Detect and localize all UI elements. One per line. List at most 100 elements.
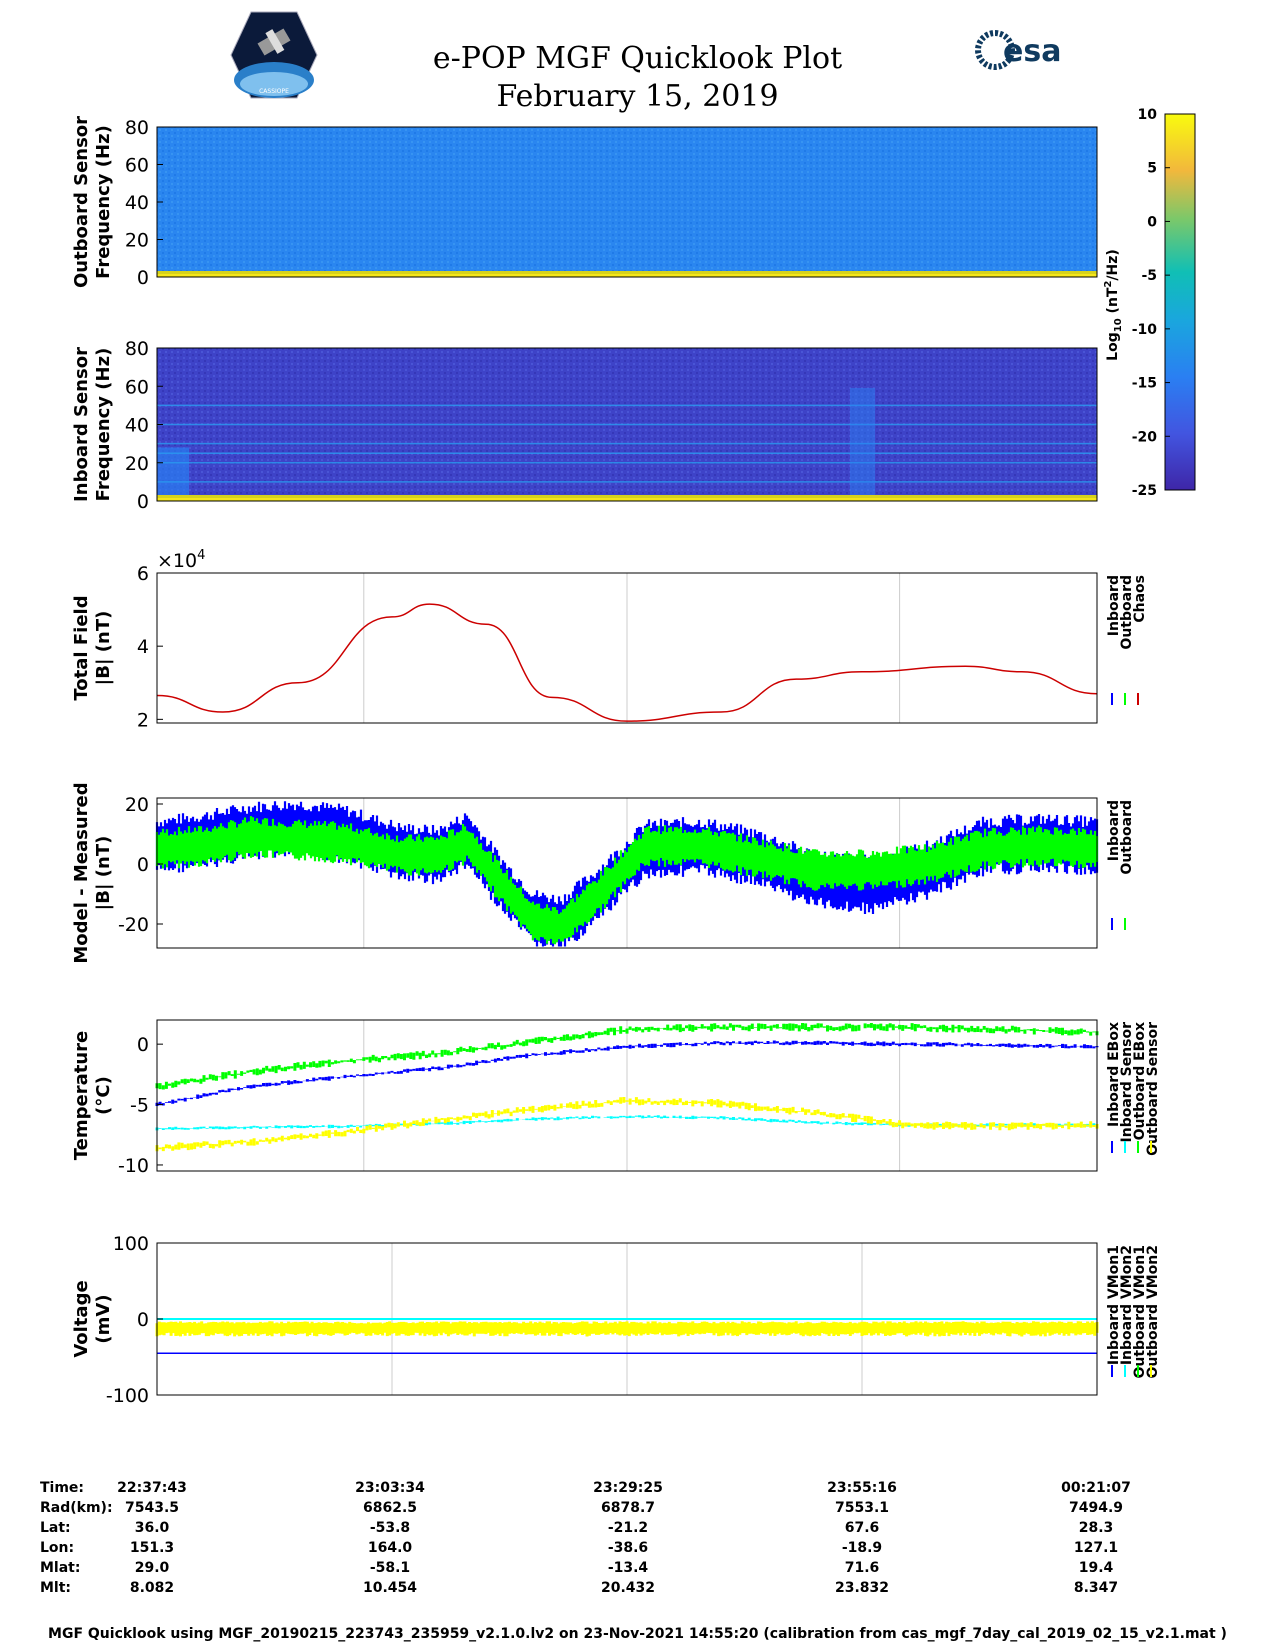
ephemeris-row: Lat: 36.0 -53.8 -21.2 67.6 28.3 [0,1520,1275,1540]
panel-0-ytick-label: 20 [125,230,149,252]
panel-5-ylabel-line: Temperature [71,1031,92,1160]
total-field-exponent-power: 4 [197,548,205,563]
panel-5-legend-label: Inboard Sensor [1119,1022,1135,1143]
panel-4-ylabel: Model - Measured|B| (nT) [71,782,114,963]
panel-6-legend-label: Outboard VMon2 [1145,1245,1161,1379]
panel-1-ytick-label: 40 [125,415,149,437]
panel-1-ylabel-line: Inboard Sensor [71,347,92,502]
ephemeris-value: 19.4 [1078,1560,1114,1576]
panel-6-legend-label: Inboard VMon1 [1106,1245,1122,1365]
ephemeris-value: 29.0 [134,1560,170,1576]
panel-3-ytick-label: 4 [137,636,149,658]
ephemeris-label: Mlat: [40,1560,81,1576]
ephemeris-value: 164.0 [367,1540,413,1556]
panel-5-frame [156,1019,1098,1172]
panel-3-ylabel: Total Field|B| (nT) [71,595,114,700]
ephemeris-label: Lat: [40,1520,71,1536]
panel-1-ytick-label: 80 [125,338,149,360]
colorbar-tick-label: -10 [1132,322,1158,338]
ephemeris-value: 6878.7 [600,1500,656,1516]
panel-4-ytick-label: 0 [137,854,149,876]
panel-1-ytick-label: 60 [125,376,149,398]
panel-3-legend-label: Chaos [1132,575,1148,623]
esa-logo: esa [975,30,1061,70]
panel-5-legend-label: Outboard Sensor [1145,1022,1161,1156]
outboard-low-freq-band [157,271,1097,275]
ephemeris-value: 22:37:43 [117,1480,187,1496]
panel-6-ylabel-line: Voltage [71,1280,92,1357]
panel-4-legend-label: Outboard [1119,800,1135,875]
page-title: e-POP MGF Quicklook Plot February 15, 20… [0,40,1275,116]
ephemeris-value: -18.9 [841,1540,883,1556]
colorbar-tick-label: -20 [1132,429,1158,445]
ephemeris-label: Rad(km): [40,1500,113,1516]
ephemeris-value: 151.3 [129,1540,175,1556]
ephemeris-value: -13.4 [607,1560,649,1576]
panel-0-ylabel: Outboard SensorFrequency (Hz) [71,116,114,288]
panel-6-ytick-label: 0 [137,1309,149,1331]
colorbar-tick-label: 5 [1147,161,1157,177]
panel-5-ytick-label: -5 [130,1095,149,1117]
ephemeris-row: Mlat: 29.0 -58.1 -13.4 71.6 19.4 [0,1560,1275,1580]
panel-4-ylabel-line: Model - Measured [71,782,92,963]
ephemeris-value: 36.0 [134,1520,170,1536]
total-field-exponent-base: ×10 [157,550,197,572]
ephemeris-value: 127.1 [1073,1540,1119,1556]
panel-4-ytick-label: -20 [118,914,149,936]
ephemeris-row: Rad(km): 7543.5 6862.5 6878.7 7553.1 7494.9 [0,1500,1275,1520]
ephemeris-value: 6862.5 [362,1500,418,1516]
ephemeris-value: 71.6 [844,1560,880,1576]
title-line1: e-POP MGF Quicklook Plot [432,41,843,76]
panel-1-ytick-label: 20 [125,453,149,475]
outboard-spectrogram [157,127,1097,277]
colorbar-label-rest2: /Hz) [1105,249,1121,280]
ephemeris-value: -58.1 [369,1560,411,1576]
panel-6-ylabel: Voltage(mV) [71,1280,114,1357]
ephemeris-label: Time: [40,1480,85,1496]
ephemeris-value: 23.832 [834,1580,890,1596]
footer-caption: MGF Quicklook using MGF_20190215_223743_… [48,1626,1227,1642]
ephemeris-value: 10.454 [362,1580,418,1596]
colorbar-tick-label: -25 [1132,483,1157,499]
colorbar-tick-label: 0 [1147,214,1157,230]
ephemeris-label: Lon: [40,1540,75,1556]
panel-0-ylabel-line: Outboard Sensor [71,116,92,288]
panel-6-legend-label: Inboard VMon2 [1119,1245,1135,1365]
panel-0-ytick-label: 0 [137,267,149,289]
inboard-spectrogram-burst [850,388,875,499]
ephemeris-value: 7543.5 [124,1500,180,1516]
inboard-dc-band [157,498,1097,501]
cassiope-logo: CASSIOPE [230,11,318,99]
panel-5-ylabel: Temperature(°C) [71,1031,114,1160]
colorbar-tick-label: -15 [1132,376,1157,392]
panel-6-ytick-label: 100 [113,1233,149,1255]
panel-3-ytick-label: 6 [137,563,149,585]
panel-3-legend-label: Outboard [1119,575,1135,650]
panel-1-ylabel-line: Frequency (Hz) [93,348,114,502]
ephemeris-value: 00:21:07 [1061,1480,1131,1496]
ephemeris-row: Lon: 151.3 164.0 -38.6 -18.9 127.1 [0,1540,1275,1560]
ephemeris-value: 8.082 [129,1580,175,1596]
ephemeris-value: -21.2 [607,1520,649,1536]
panel-6-ytick-label: -100 [106,1385,149,1407]
ephemeris-value: 8.347 [1073,1580,1119,1596]
panel-6-ylabel-line: (mV) [93,1294,114,1343]
total-field-exponent: ×104 [157,548,205,572]
panel-1-ytick-label: 0 [137,491,149,513]
ephemeris-value: -53.8 [369,1520,411,1536]
ephemeris-value: 23:03:34 [355,1480,425,1496]
panel-0-ytick-label: 80 [125,117,149,139]
colorbar [1164,113,1196,491]
colorbar-label-main: Log [1105,332,1121,361]
ephemeris-value: 20.432 [600,1580,656,1596]
outboard-dc-band [157,274,1097,277]
total-field-line [156,603,1098,722]
panel-5-legend-label: Inboard EBox [1106,1022,1122,1127]
panel-0-ytick-label: 40 [125,192,149,214]
ephemeris-label: Mlt: [40,1580,72,1596]
panel-3-ylabel-line: |B| (nT) [93,611,114,686]
panel-6-legend-label: Outboard VMon1 [1132,1245,1148,1379]
panel-3-legend-label: Inboard [1106,575,1122,636]
ephemeris-value: 67.6 [844,1520,880,1536]
